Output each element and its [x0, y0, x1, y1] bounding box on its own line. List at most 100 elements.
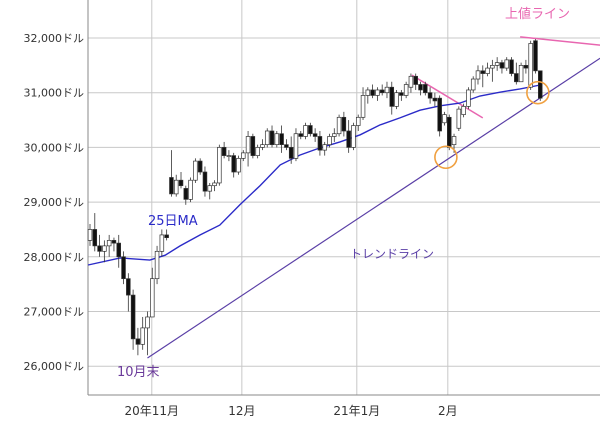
- candle: [351, 122, 356, 151]
- candle: [365, 87, 371, 104]
- candle-body: [518, 64, 524, 83]
- candle-body: [360, 95, 366, 118]
- candle: [111, 237, 117, 252]
- candle-body: [130, 294, 136, 340]
- candle-body: [193, 160, 198, 181]
- candle-body: [116, 242, 121, 258]
- candle-body: [461, 106, 466, 115]
- candle-body: [159, 234, 165, 252]
- candle: [207, 182, 213, 200]
- candle: [360, 87, 366, 121]
- candle: [408, 73, 414, 93]
- y-tick-label: 29,000ドル: [24, 196, 85, 209]
- candle: [403, 81, 409, 99]
- candle: [298, 130, 304, 140]
- candle-body: [351, 125, 356, 148]
- x-tick-label: 20年11月: [125, 404, 180, 418]
- candle-body: [418, 84, 423, 91]
- candle: [379, 84, 385, 96]
- candle: [355, 114, 361, 131]
- candle-body: [341, 116, 347, 132]
- x-tick-label: 12月: [228, 404, 255, 418]
- candle: [336, 114, 342, 137]
- candle-body: [288, 147, 294, 159]
- candle-body: [97, 245, 102, 252]
- candle-body: [346, 130, 351, 148]
- candle: [427, 87, 433, 104]
- candle: [437, 95, 442, 137]
- candle: [499, 59, 505, 74]
- candle: [212, 180, 217, 192]
- candle-body: [135, 338, 141, 345]
- candle-body: [308, 125, 313, 135]
- candle: [466, 87, 471, 110]
- y-tick-label: 31,000ドル: [24, 87, 85, 100]
- candle-body: [336, 116, 342, 135]
- y-tick-label: 28,000ドル: [24, 251, 85, 264]
- candle-body: [202, 171, 208, 192]
- candle-body: [207, 185, 213, 192]
- candle: [509, 57, 514, 77]
- candle-body: [475, 70, 481, 80]
- candle-body: [87, 229, 93, 241]
- candle: [164, 229, 169, 241]
- candle: [312, 128, 318, 142]
- candle: [264, 128, 270, 148]
- candle: [279, 125, 284, 153]
- candle-body: [538, 70, 543, 99]
- trend-line-label: トレンドライン: [350, 247, 434, 261]
- y-tick-label: 26,000ドル: [24, 360, 85, 373]
- candle: [188, 177, 193, 203]
- candle: [293, 128, 299, 162]
- candle: [140, 316, 145, 350]
- candle-body: [303, 125, 308, 137]
- candles: [87, 39, 543, 356]
- candle: [284, 139, 289, 151]
- candle-body: [255, 147, 260, 156]
- candle-body: [250, 136, 256, 156]
- candle: [327, 133, 332, 148]
- candle: [375, 87, 380, 101]
- candle: [245, 130, 251, 167]
- candle-body: [403, 84, 409, 96]
- candle: [269, 125, 275, 148]
- candle-body: [226, 155, 232, 157]
- y-axis-labels: 26,000ドル 27,000ドル 28,000ドル 29,000ドル 30,000ドル…: [24, 32, 85, 373]
- candle: [178, 172, 184, 189]
- candle: [226, 150, 232, 162]
- candle-body: [451, 136, 457, 146]
- candle-body: [178, 179, 184, 187]
- candle: [370, 84, 375, 99]
- candle: [197, 158, 203, 175]
- candle-body: [183, 188, 189, 200]
- candle: [394, 89, 399, 110]
- candle-body: [437, 97, 442, 132]
- candle: [317, 130, 323, 156]
- candle: [102, 240, 107, 263]
- candle: [135, 327, 141, 356]
- short-resistance-line: [411, 74, 484, 119]
- candle: [332, 128, 337, 142]
- candle-body: [485, 67, 490, 74]
- candle-body: [394, 92, 399, 107]
- candle: [145, 311, 150, 356]
- candle: [288, 136, 294, 164]
- candle: [126, 273, 131, 312]
- x-tick-label: 2月: [438, 404, 458, 418]
- candle: [87, 223, 93, 246]
- x-tick-label: 21年1月: [333, 404, 380, 418]
- candle: [97, 234, 102, 257]
- candle-body: [111, 240, 117, 244]
- candle: [322, 141, 327, 156]
- candle-body: [413, 75, 418, 85]
- candle: [413, 73, 418, 90]
- candle-body: [284, 144, 289, 148]
- candle: [236, 155, 241, 175]
- candle-body: [499, 62, 505, 69]
- grid: [87, 0, 600, 396]
- candle: [193, 158, 198, 183]
- candle-body: [106, 240, 112, 247]
- candle-body: [150, 278, 155, 318]
- candle-body: [102, 245, 107, 252]
